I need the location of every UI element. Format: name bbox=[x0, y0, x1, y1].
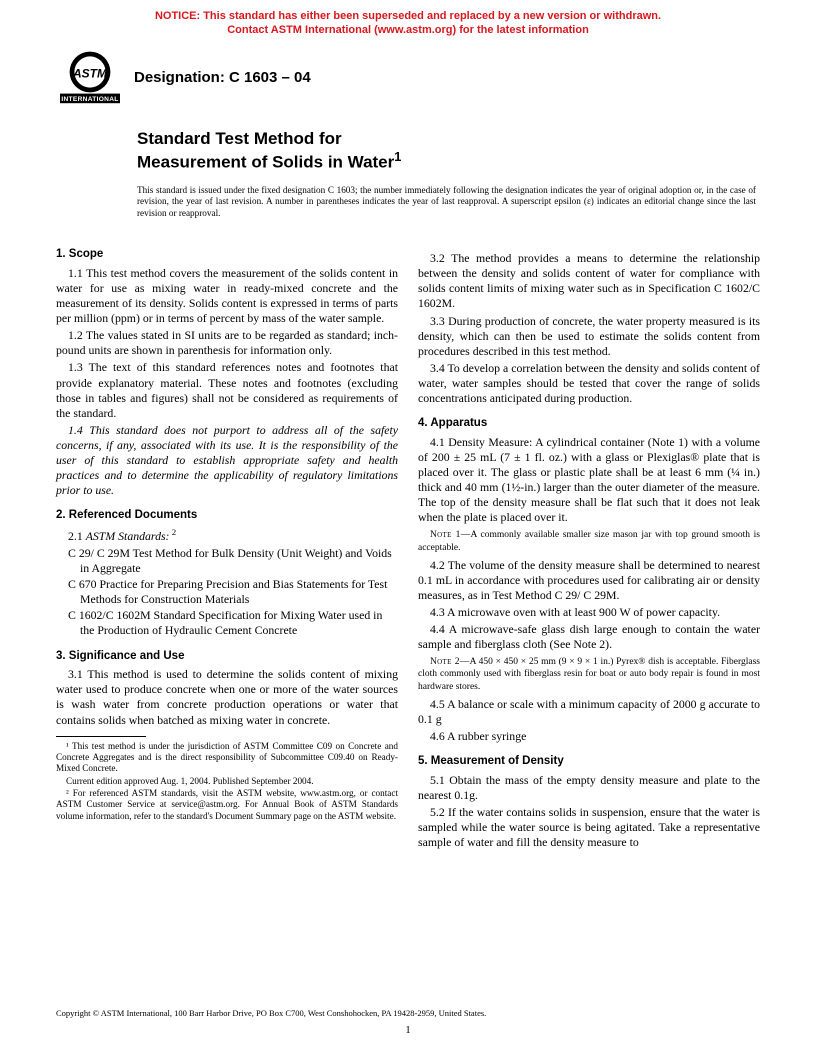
notice-line2: Contact ASTM International (www.astm.org… bbox=[227, 24, 589, 36]
svg-text:INTERNATIONAL: INTERNATIONAL bbox=[61, 95, 118, 102]
right-column: 3.2 The method provides a means to deter… bbox=[418, 237, 760, 852]
sec4-head: 4. Apparatus bbox=[418, 416, 760, 431]
designation: Designation: C 1603 – 04 bbox=[134, 69, 311, 86]
page-number: 1 bbox=[0, 1024, 816, 1036]
title-line2-text: Measurement of Solids in Water bbox=[137, 152, 394, 171]
sec1-head: 1. Scope bbox=[56, 247, 398, 262]
p-5-2: 5.2 If the water contains solids in susp… bbox=[418, 805, 760, 850]
p-1-3: 1.3 The text of this standard references… bbox=[56, 360, 398, 420]
note2-text: A 450 × 450 × 25 mm (9 × 9 × 1 in.) Pyre… bbox=[418, 657, 760, 691]
footnote-2: ² For referenced ASTM standards, visit t… bbox=[56, 788, 398, 822]
note-2: Note 2—A 450 × 450 × 25 mm (9 × 9 × 1 in… bbox=[418, 656, 760, 692]
ref-c1602: C 1602/C 1602M Standard Specification fo… bbox=[56, 608, 398, 638]
p-5-1: 5.1 Obtain the mass of the empty density… bbox=[418, 773, 760, 803]
p-3-3: 3.3 During production of concrete, the w… bbox=[418, 314, 760, 359]
left-column: 1. Scope 1.1 This test method covers the… bbox=[56, 237, 398, 852]
p-1-1: 1.1 This test method covers the measurem… bbox=[56, 266, 398, 326]
p-4-6: 4.6 A rubber syringe bbox=[418, 729, 760, 744]
svg-text:ASTM: ASTM bbox=[72, 66, 108, 80]
p-3-4: 3.4 To develop a correlation between the… bbox=[418, 361, 760, 406]
footnote-rule bbox=[56, 736, 146, 737]
title-line1: Standard Test Method for bbox=[137, 128, 756, 149]
astm-logo: ASTM INTERNATIONAL bbox=[60, 48, 120, 108]
p-4-4: 4.4 A microwave-safe glass dish large en… bbox=[418, 622, 760, 652]
body-columns: 1. Scope 1.1 This test method covers the… bbox=[0, 219, 816, 852]
p-2-1: 2.1 ASTM Standards: 2 bbox=[56, 527, 398, 544]
p-2-1-label: 2.1 bbox=[68, 529, 86, 543]
note-1: Note 1—A commonly available smaller size… bbox=[418, 529, 760, 553]
sec3-head: 3. Significance and Use bbox=[56, 649, 398, 664]
note1-label: Note 1— bbox=[430, 530, 471, 540]
ref-c29: C 29/ C 29M Test Method for Bulk Density… bbox=[56, 546, 398, 576]
sec5-head: 5. Measurement of Density bbox=[418, 754, 760, 769]
issuance-note: This standard is issued under the fixed … bbox=[0, 173, 816, 220]
p-4-1: 4.1 Density Measure: A cylindrical conta… bbox=[418, 435, 760, 526]
sec2-head: 2. Referenced Documents bbox=[56, 508, 398, 523]
p-2-1-sup: 2 bbox=[170, 527, 177, 537]
supersession-notice: NOTICE: This standard has either been su… bbox=[0, 0, 816, 44]
p-3-2: 3.2 The method provides a means to deter… bbox=[418, 251, 760, 311]
title-block: Standard Test Method for Measurement of … bbox=[0, 108, 816, 173]
footnotes: ¹ This test method is under the jurisdic… bbox=[56, 741, 398, 822]
p-3-1: 3.1 This method is used to determine the… bbox=[56, 667, 398, 727]
footnote-1b: Current edition approved Aug. 1, 2004. P… bbox=[56, 776, 398, 787]
ref-c670: C 670 Practice for Preparing Precision a… bbox=[56, 577, 398, 607]
footnote-1: ¹ This test method is under the jurisdic… bbox=[56, 741, 398, 775]
p-2-1-ital: ASTM Standards: bbox=[86, 529, 170, 543]
p-1-4: 1.4 This standard does not purport to ad… bbox=[56, 423, 398, 498]
p-1-2: 1.2 The values stated in SI units are to… bbox=[56, 328, 398, 358]
title-super: 1 bbox=[394, 149, 401, 164]
title-line2: Measurement of Solids in Water1 bbox=[137, 149, 756, 173]
notice-line1: NOTICE: This standard has either been su… bbox=[155, 10, 661, 22]
note2-label: Note 2— bbox=[430, 657, 470, 667]
header: ASTM INTERNATIONAL Designation: C 1603 –… bbox=[0, 44, 816, 108]
p-4-5: 4.5 A balance or scale with a minimum ca… bbox=[418, 697, 760, 727]
p-4-2: 4.2 The volume of the density measure sh… bbox=[418, 558, 760, 603]
copyright-footer: Copyright © ASTM International, 100 Barr… bbox=[56, 1008, 760, 1018]
p-4-3: 4.3 A microwave oven with at least 900 W… bbox=[418, 605, 760, 620]
